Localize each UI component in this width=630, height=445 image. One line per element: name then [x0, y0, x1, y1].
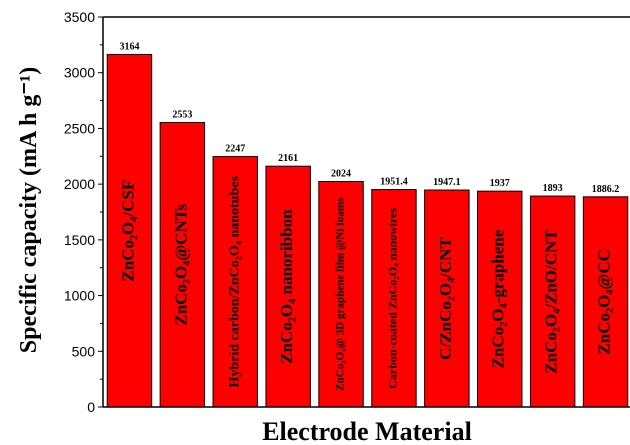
- bar: [106, 53, 153, 408]
- bar-category-label: ZnCo₂O₄/CSF: [118, 180, 137, 282]
- bar-category-label: ZnCo₂O₄ nanoribbon: [277, 209, 296, 364]
- bar-category-label: ZnCo₂O₄@CNTs: [171, 204, 190, 326]
- bar: [477, 190, 523, 408]
- bar-value-label: 2247: [225, 144, 245, 155]
- bar-category-label: C/ZnCo₂O₄/CNT: [436, 237, 455, 360]
- y-tick-label: 500: [72, 343, 96, 359]
- bar-value-label: 1947.1: [433, 177, 461, 188]
- bar-category-label: Carbon-coated ZnCo₂O₄ nanowires: [386, 207, 400, 388]
- y-tick-label: 1000: [64, 288, 95, 304]
- y-tick-label: 3000: [64, 65, 95, 81]
- bar-value-label: 1951.4: [380, 177, 408, 188]
- bar: [265, 165, 311, 408]
- y-tick-label: 1500: [64, 232, 95, 248]
- axes-group: 0 500 1000 1500 2000 2500 3000 3500: [64, 9, 630, 415]
- y-tick-label: 2000: [64, 176, 95, 192]
- bar-value-label: 3164: [119, 41, 139, 52]
- bar-category-label: ZnCo₂O₄@ 3D graphene film @Ni foams: [335, 197, 347, 391]
- bar-category-label: ZnCo₂O₄/ZnO/CNT: [542, 229, 561, 374]
- bar: [159, 122, 206, 408]
- bars-group: 3164 ZnCo₂O₄/CSF 2553 ZnCo₂O₄@CNTs 2247 Hybri…: [106, 41, 629, 408]
- bar: [371, 189, 417, 408]
- bar: [582, 196, 629, 408]
- y-tick-label: 3500: [64, 9, 95, 25]
- bar-category-label: ZnCo₂O₄-graphene: [489, 229, 508, 368]
- bar-category-label: ZnCo₂O₄@CC: [594, 249, 613, 354]
- y-tick-label: 2500: [64, 120, 95, 136]
- bar: [318, 180, 364, 408]
- bar-value-label: 1886.2: [592, 184, 620, 195]
- bar-category-label: Hybrid carbon/ZnCo₂O₄ nanotubes: [227, 176, 242, 388]
- bar-value-label: 2161: [278, 153, 298, 164]
- x-axis-title: Electrode Material: [262, 417, 472, 445]
- y-axis-title: Specific capacity (mA h g⁻¹): [16, 67, 42, 354]
- bar-value-label: 1893: [543, 183, 563, 194]
- bar-value-label: 2024: [331, 168, 351, 179]
- bar: [212, 156, 258, 408]
- y-tick-label: 0: [87, 399, 95, 415]
- bar-value-label: 2553: [172, 110, 192, 121]
- bar-value-label: 1937: [490, 178, 510, 189]
